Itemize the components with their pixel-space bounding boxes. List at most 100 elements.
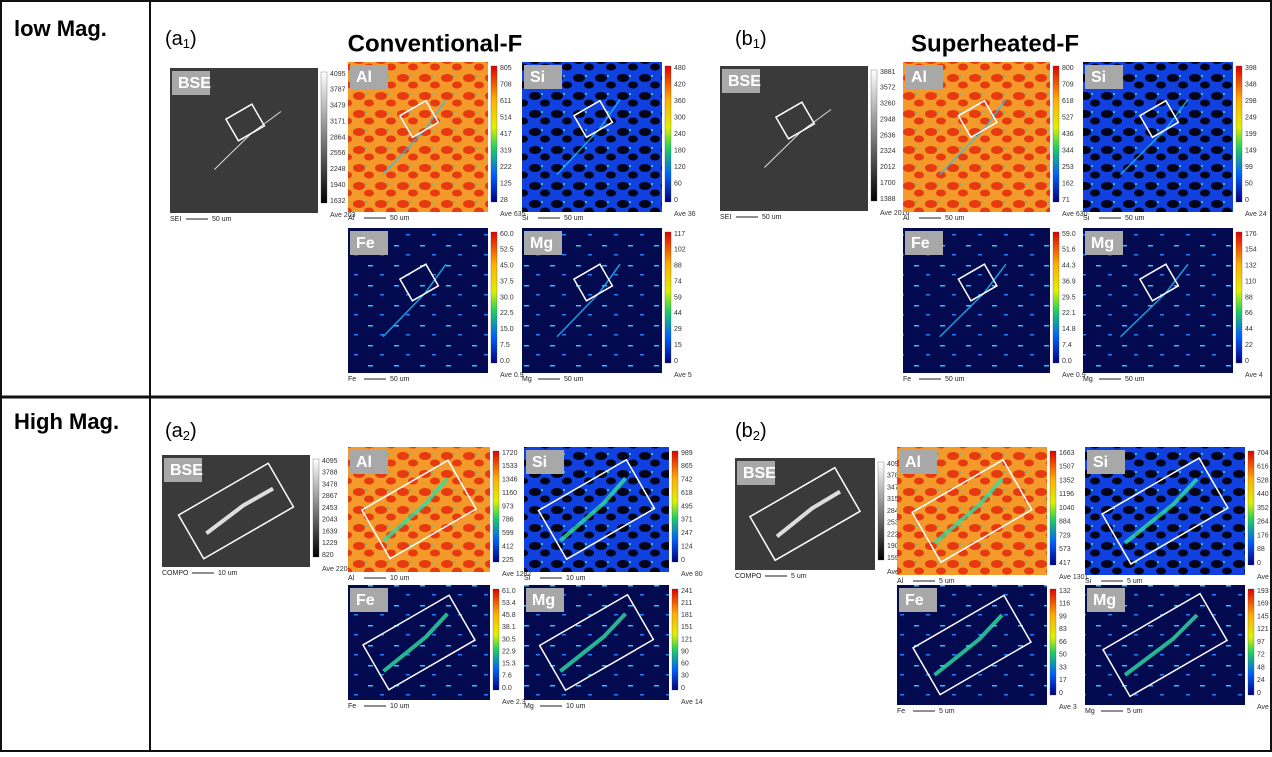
scale-prefix: Al	[903, 215, 910, 222]
colorbar-tick-label: 50	[1059, 652, 1067, 659]
highlight-frame	[224, 103, 266, 142]
panel-title: Conventional-F	[348, 30, 523, 57]
element-badge	[899, 450, 937, 474]
scale-label: 10 um	[390, 575, 410, 582]
colorbar-tick-label: 83	[1059, 626, 1067, 633]
colorbar-tick-label: 72	[1257, 652, 1265, 659]
highlight-frame	[957, 99, 998, 139]
colorbar-tick-label: 176	[1245, 231, 1257, 238]
map-feature	[1123, 477, 1199, 545]
colorbar-tick-label: 989	[681, 450, 693, 457]
highlight-frame	[572, 99, 614, 139]
panel-label: (b1)	[735, 28, 767, 51]
map-feature	[382, 612, 449, 673]
element-label: Si	[1093, 454, 1108, 471]
scale-prefix: SEI	[170, 216, 181, 223]
scale-prefix: Fe	[903, 376, 911, 383]
colorbar-tick-label: 116	[1059, 601, 1070, 608]
panel-subscript: 2	[183, 428, 190, 443]
scale-label: 50 um	[945, 376, 965, 383]
scale-label: 50 um	[390, 376, 410, 383]
colorbar-tick-label: 704	[1257, 450, 1269, 457]
colorbar	[490, 65, 498, 203]
colorbar-tick-label: 1720	[502, 450, 518, 457]
average-label: Ave 5	[674, 372, 692, 379]
colorbar-tick-label: 59	[674, 294, 682, 301]
colorbar-tick-label: 14.8	[1062, 326, 1076, 333]
colorbar-tick-label: 0.0	[1062, 358, 1072, 365]
colorbar-tick-label: 29.5	[1062, 294, 1076, 301]
colorbar-tick-label: 2453	[322, 505, 338, 512]
colorbar-tick-label: 1639	[322, 528, 338, 535]
colorbar-tick-label: 618	[1062, 98, 1074, 105]
colorbar-tick-label: 0.0	[500, 358, 510, 365]
colorbar-tick-label: 1533	[502, 463, 518, 470]
element-label: BSE	[170, 462, 203, 479]
highlight-frame	[537, 458, 656, 561]
colorbar	[1052, 231, 1060, 364]
average-label: Ave 635	[500, 211, 526, 218]
colorbar	[1235, 231, 1243, 364]
colorbar-tick-label: 45.8	[502, 612, 516, 619]
colorbar-tick-label: 247	[681, 530, 693, 537]
colorbar-tick-label: 1229	[322, 540, 338, 547]
element-label: Fe	[905, 592, 924, 609]
colorbar-tick-label: 0	[1257, 560, 1261, 567]
colorbar	[312, 458, 320, 558]
element-badge	[526, 450, 564, 474]
colorbar-tick-label: 3260	[880, 101, 896, 108]
average-label: Ave 80	[681, 571, 703, 578]
colorbar-tick-label: 729	[1059, 532, 1071, 539]
panel-title: Superheated-F	[911, 30, 1079, 57]
colorbar-tick-label: 709	[1062, 81, 1074, 88]
element-badge	[1085, 231, 1123, 255]
colorbar-tick-label: 2948	[880, 116, 896, 123]
colorbar-tick-label: 71	[1062, 197, 1070, 204]
colorbar-tick-label: 0	[674, 358, 678, 365]
highlight-frame	[1138, 263, 1180, 302]
average-label: Ave 203	[330, 212, 356, 219]
scale-label: 50 um	[1125, 215, 1145, 222]
average-label: Ave 2016	[880, 210, 910, 217]
colorbar-tick-label: 0	[681, 685, 685, 692]
colorbar-tick-label: 436	[1062, 131, 1074, 138]
colorbar-tick-label: 151	[681, 624, 693, 631]
colorbar-tick-label: 7.6	[502, 673, 512, 680]
element-label: Fe	[911, 235, 930, 252]
colorbar-tick-label: 159	[887, 555, 899, 562]
colorbar-tick-label: 371	[681, 517, 693, 524]
colorbar	[664, 65, 672, 203]
colorbar-tick-label: 132	[1059, 588, 1071, 595]
panel-label: (a1)	[165, 28, 197, 51]
map-feature	[382, 476, 449, 543]
panel-paren: (	[735, 28, 742, 50]
panel-letter: a	[172, 420, 184, 442]
scale-prefix: Si	[1083, 215, 1090, 222]
colorbar-tick-label: 616	[1257, 464, 1269, 471]
colorbar	[1235, 65, 1243, 203]
element-label: Al	[356, 454, 372, 471]
scale-label: 5 um	[939, 708, 955, 715]
scale-prefix: Mg	[1085, 708, 1095, 715]
colorbar-tick-label: 528	[1257, 477, 1269, 484]
element-badge	[1085, 65, 1123, 89]
colorbar-tick-label: 125	[500, 180, 512, 187]
scale-label: 10 um	[566, 575, 586, 582]
highlight-frame	[398, 99, 440, 139]
panel-label: (a2)	[165, 420, 197, 443]
colorbar-tick-label: 3787	[330, 87, 346, 94]
colorbar-tick-label: 253	[887, 520, 899, 527]
row-label: low Mag.	[14, 16, 107, 41]
colorbar-tick-label: 1940	[330, 182, 346, 189]
colorbar-tick-label: 199	[1245, 131, 1257, 138]
colorbar-tick-label: 3881	[880, 69, 896, 76]
panel-letter: a	[172, 28, 184, 50]
map-feature	[558, 476, 628, 543]
element-badge	[526, 588, 564, 612]
colorbar-tick-label: 0	[1257, 690, 1261, 697]
element-label: BSE	[728, 73, 761, 90]
scale-prefix: Fe	[897, 708, 905, 715]
colorbar-tick-label: 4095	[330, 71, 346, 78]
colorbar-tick-label: 88	[674, 263, 682, 270]
